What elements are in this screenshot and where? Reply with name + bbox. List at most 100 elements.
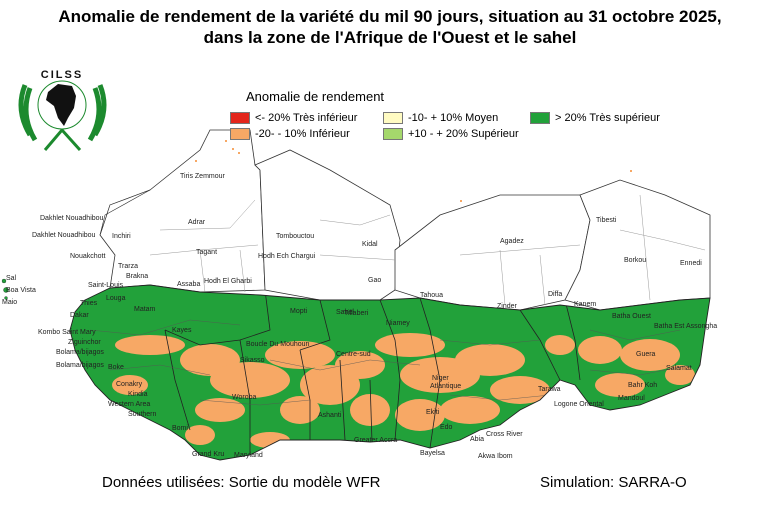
- western-sahara-fragment: [99, 189, 151, 236]
- region-label: Mandoul: [618, 395, 645, 402]
- region-label: Western Area: [108, 401, 150, 408]
- region-label: Salamat: [666, 365, 692, 372]
- region-label: Diffa: [548, 291, 562, 298]
- region-label: Conakry: [116, 381, 143, 388]
- region-label: Ziguinchor: [68, 339, 101, 346]
- region-label: Kayes: [172, 327, 192, 334]
- anomaly-zone-outline: [69, 284, 711, 461]
- legend-item-inferior: -20- - 10% Inférieur: [230, 128, 350, 140]
- scattered-dots: [195, 140, 632, 202]
- region-label: Niger: [432, 375, 449, 382]
- legend-label: -10- + 10% Moyen: [408, 112, 499, 124]
- region-label: Akwa Ibom: [478, 453, 513, 460]
- yield-anomaly-zone: [70, 285, 710, 460]
- region-label: Bomi: [172, 425, 188, 432]
- cilss-logo: CILSS: [18, 69, 107, 152]
- legend-swatch: [383, 112, 403, 124]
- region-label: Tombouctou: [276, 233, 314, 240]
- legend-item-very-inferior: <- 20% Très inférieur: [230, 112, 357, 124]
- region-label: Sal: [6, 275, 17, 282]
- legend-swatch: [230, 112, 250, 124]
- region-label: Tagant: [196, 249, 217, 256]
- region-label: Kanem: [574, 301, 596, 308]
- region-label: Assaba: [177, 281, 200, 288]
- simulation-note: Simulation: SARRA-O: [540, 474, 687, 491]
- region-label: Inchiri: [112, 233, 131, 240]
- region-label: Tarawa: [538, 386, 561, 393]
- region-label: Saint-Louis: [88, 282, 124, 289]
- region-label: Cross River: [486, 431, 523, 438]
- legend-swatch: [383, 128, 403, 140]
- region-label: Kombo Saint Mary: [38, 329, 96, 336]
- region-label: Ennedi: [680, 260, 702, 267]
- region-label: Boa Vista: [6, 287, 36, 294]
- region-label: Atlantique: [430, 383, 461, 390]
- legend-item-very-superior: > 20% Très supérieur: [530, 112, 660, 124]
- region-label: Adrar: [188, 219, 206, 226]
- region-label: Grand Kru: [192, 451, 224, 458]
- title-line-1: Anomalie de rendement de la variété du m…: [58, 7, 722, 26]
- map-labels: Tiris Zemmour Adrar Tagant Hodh Ech Chargui…: [2, 173, 717, 460]
- region-label: Borkou: [624, 257, 646, 264]
- region-label: Bahr Koh: [628, 382, 657, 389]
- cape-verde-islands: [1, 278, 9, 300]
- region-label: Kidal: [362, 241, 378, 248]
- region-label: Mopti: [290, 308, 308, 315]
- region-label: Sahel: [336, 309, 354, 316]
- data-source-note: Données utilisées: Sortie du modèle WFR: [102, 474, 381, 491]
- region-label: Batha Ouest: [612, 313, 651, 320]
- region-label: Tillaberi: [344, 310, 369, 317]
- region-label: Tibesti: [596, 217, 617, 224]
- legend-label: +10 - + 20% Supérieur: [408, 128, 519, 140]
- country-borders: [164, 289, 581, 455]
- cilss-logo-text: CILSS: [41, 69, 83, 81]
- legend-label: -20- - 10% Inférieur: [255, 128, 350, 140]
- region-label: Assongha: [686, 323, 717, 330]
- region-label: Boucle Du Mouhoun: [246, 341, 310, 348]
- region-label: Maio: [2, 299, 17, 306]
- region-label: Abia: [470, 436, 484, 443]
- region-label: Matam: [134, 306, 156, 313]
- legend-label: > 20% Très supérieur: [555, 112, 660, 124]
- chad-outline: [564, 179, 711, 311]
- region-label: Boke: [108, 364, 124, 371]
- region-label: Thies: [80, 300, 98, 307]
- legend-swatch: [230, 128, 250, 140]
- legend-item-average: -10- + 10% Moyen: [383, 112, 498, 124]
- inferior-patches: [112, 333, 695, 448]
- region-label: Bayelsa: [420, 450, 445, 457]
- region-label: Brakna: [126, 273, 148, 280]
- region-label: Gao: [368, 277, 381, 284]
- region-label: Ashanti: [318, 412, 342, 419]
- region-label: Nouakchott: [70, 253, 105, 260]
- legend-item-superior: +10 - + 20% Supérieur: [383, 128, 519, 140]
- region-label: Ekiti: [426, 409, 440, 416]
- mauritania-outline: [99, 129, 266, 293]
- region-label: Zinder: [497, 303, 518, 310]
- region-label: Tiris Zemmour: [180, 173, 226, 180]
- northern-region-boundaries: [149, 194, 706, 306]
- region-label: Greater Accra: [354, 437, 397, 444]
- region-label: Maryland: [234, 452, 263, 459]
- region-label: Niamey: [386, 320, 410, 327]
- region-label: Guera: [636, 351, 656, 358]
- region-label: Edo: [440, 424, 453, 431]
- region-label: Tahoua: [420, 292, 443, 299]
- region-label: Batha Est: [654, 323, 684, 330]
- title-line-2: dans la zone de l'Afrique de l'Ouest et …: [203, 28, 577, 47]
- legend-title: Anomalie de rendement: [246, 89, 385, 104]
- region-label: Louga: [106, 295, 126, 302]
- region-label: Sikasso: [240, 357, 265, 364]
- map-title: Anomalie de rendement de la variété du m…: [0, 6, 780, 48]
- region-label: Hodh El Gharbi: [204, 278, 252, 285]
- region-label: Centre-sud: [336, 351, 371, 358]
- region-label: Southern: [128, 411, 157, 418]
- legend-swatch: [530, 112, 550, 124]
- region-label: Kindia: [128, 391, 148, 398]
- region-label: Dakhlet Nouadhibou: [32, 232, 96, 239]
- region-borders: [89, 319, 691, 406]
- region-label: Bolama/bijagos: [56, 349, 104, 356]
- region-label: Hodh Ech Chargui: [258, 253, 316, 260]
- region-label: Bolama/bijagos: [56, 362, 104, 369]
